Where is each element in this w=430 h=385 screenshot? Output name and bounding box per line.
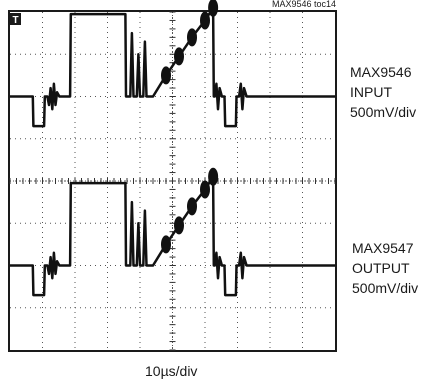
input-waveform — [10, 6, 335, 128]
waveform-traces — [10, 0, 335, 297]
trigger-marker: T — [10, 13, 21, 26]
ramp-burst — [200, 11, 210, 30]
ramp-burst — [161, 66, 171, 85]
ramp-burst — [161, 235, 171, 254]
time-scale-label: 10µs/div — [145, 363, 198, 379]
output-label-line-2: OUTPUT — [352, 260, 410, 276]
output-scale-label: 500mV/div — [352, 280, 419, 296]
input-channel-label: MAX9546 INPUT 500mV/div — [350, 62, 416, 122]
output-label-line-1: MAX9547 — [352, 240, 414, 256]
ramp-burst — [174, 216, 184, 235]
trigger-marker-text: T — [12, 15, 18, 26]
figure-id: MAX9546 toc14 — [272, 0, 337, 9]
ramp-burst — [174, 47, 184, 66]
output-channel-label: MAX9547 OUTPUT 500mV/div — [352, 238, 418, 298]
input-scale-label: 500mV/div — [350, 104, 417, 120]
ramp-burst — [187, 28, 197, 47]
ramp-burst — [208, 0, 219, 17]
ramp-burst — [187, 197, 197, 216]
input-label-line-1: MAX9546 — [350, 64, 412, 80]
input-label-line-2: INPUT — [350, 84, 392, 100]
ramp-burst — [208, 167, 219, 186]
ramp-burst — [200, 180, 210, 199]
output-waveform — [10, 175, 335, 297]
